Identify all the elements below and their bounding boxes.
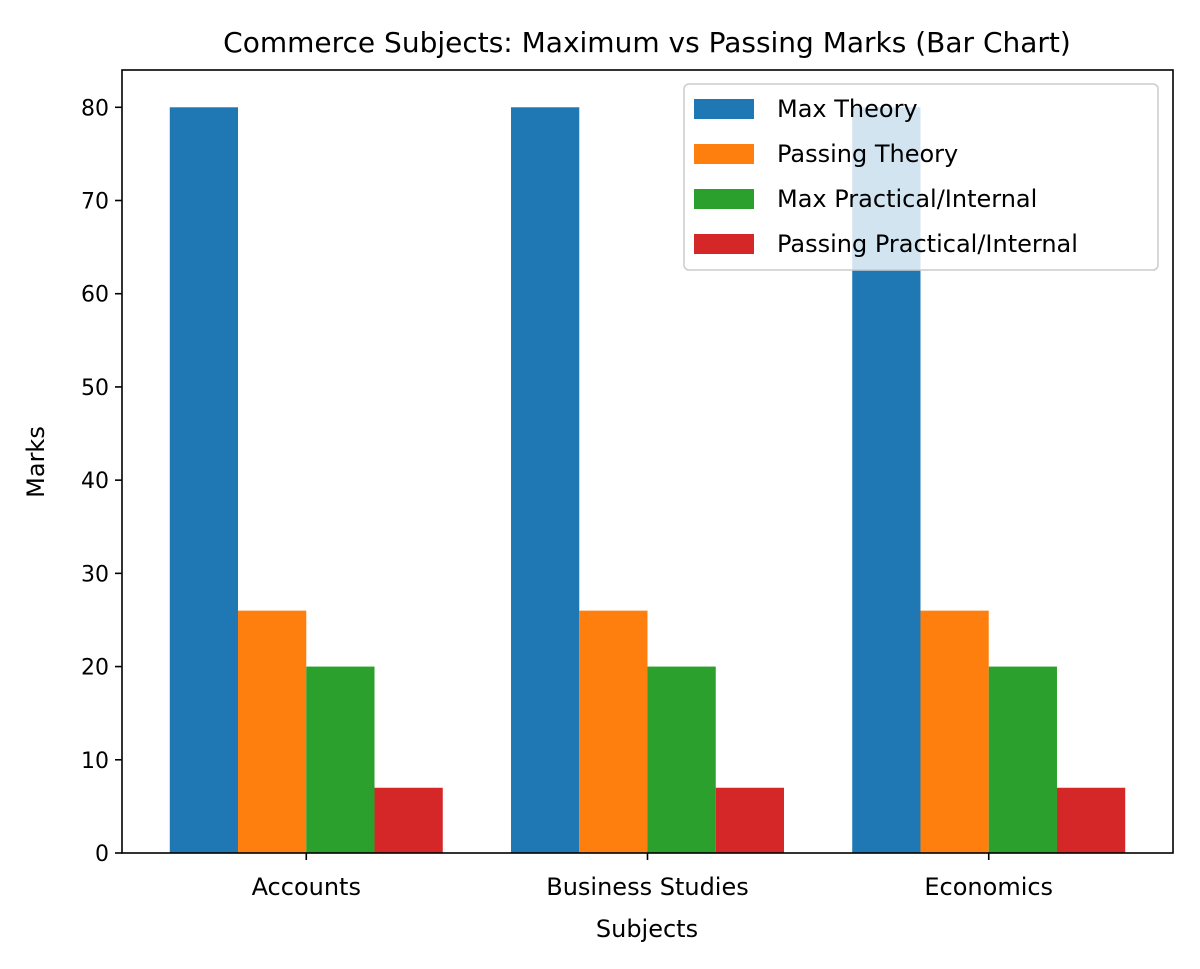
y-tick-label: 40 [81,469,109,494]
y-tick-label: 60 [81,283,109,308]
bar-passing-practical-internal-2 [1056,787,1126,853]
legend-swatch [694,189,754,209]
y-axis-label: Marks [22,426,50,498]
bar-max-practical-internal-0 [306,666,375,853]
y-tick-label: 30 [81,562,109,587]
legend: Max Theory Passing Theory Max Practical/In… [683,83,1159,271]
x-axis-label: Subjects [596,915,698,943]
x-tick-label: Economics [924,873,1053,901]
y-tick-label: 50 [81,376,109,401]
bar-passing-theory-0 [238,610,307,853]
y-tick-label: 10 [81,749,109,774]
legend-label: Max Theory [777,95,918,123]
chart-title: Commerce Subjects: Maximum vs Passing Ma… [223,26,1071,59]
y-tick-label: 0 [95,842,109,867]
legend-label: Passing Practical/Internal [777,230,1078,258]
bar-passing-theory-2 [920,610,989,853]
bar-passing-theory-1 [579,610,648,853]
x-tick-label: Business Studies [546,873,749,901]
y-tick-label: 20 [81,656,109,681]
y-tick-label: 70 [81,190,109,215]
bar-passing-practical-internal-0 [374,787,443,853]
bar-max-practical-internal-2 [988,666,1057,853]
legend-swatch [694,99,754,119]
legend-label: Passing Theory [777,140,958,168]
bar-max-theory-1 [511,107,580,854]
bar-max-practical-internal-1 [647,666,716,853]
legend-swatch [694,144,754,164]
legend-swatch [694,234,754,254]
bar-max-theory-0 [169,107,239,854]
legend-box [683,83,1159,271]
legend-label: Max Practical/Internal [777,185,1037,213]
x-tick-label: Accounts [252,873,361,901]
bar-passing-practical-internal-1 [715,787,784,853]
y-tick-label: 80 [81,96,109,121]
